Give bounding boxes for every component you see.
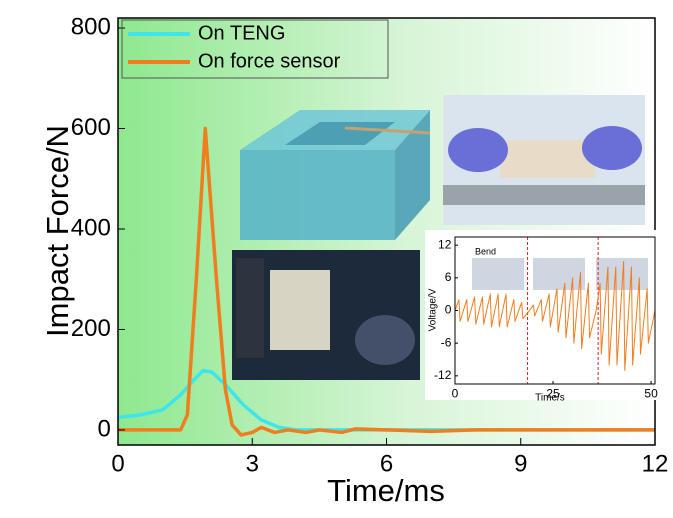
x-tick-label: 9 [514,451,527,478]
x-tick-label: 3 [246,451,259,478]
y-axis-title: Impact Force/N [40,125,75,337]
circuit-photo [232,250,420,380]
y-tick-label: 800 [71,13,111,40]
glove-photo [443,95,645,225]
x-tick-label: 0 [452,386,459,400]
y-tick-label: 12 [438,237,452,251]
y-tick-label: 400 [71,214,111,241]
y-axis-title: Voltage/V [428,288,439,331]
page: 0 3 6 9 12 0 200 400 600 800 Time/ms Impact Force/N… [0,0,673,513]
x-tick-label: 12 [642,451,669,478]
y-tick-label: -6 [441,335,452,349]
legend-label: On force sensor [198,50,341,72]
y-tick-label: 0 [97,415,110,442]
y-tick-label: 200 [71,315,111,342]
y-tick-label: 0 [445,303,452,317]
x-tick-label: 0 [111,451,124,478]
x-axis-title: Time/s [535,393,565,404]
x-axis-title: Time/ms [327,473,445,508]
x-tick-label: 50 [644,386,658,400]
y-tick-label: 6 [445,270,452,284]
y-tick-label: -12 [434,368,452,382]
y-tick-label: 600 [71,114,111,141]
legend-label: On TENG [198,22,285,44]
chart: 0 3 6 9 12 0 200 400 600 800 Time/ms Impact Force/N… [0,0,673,513]
annotation: Bend [475,246,496,256]
